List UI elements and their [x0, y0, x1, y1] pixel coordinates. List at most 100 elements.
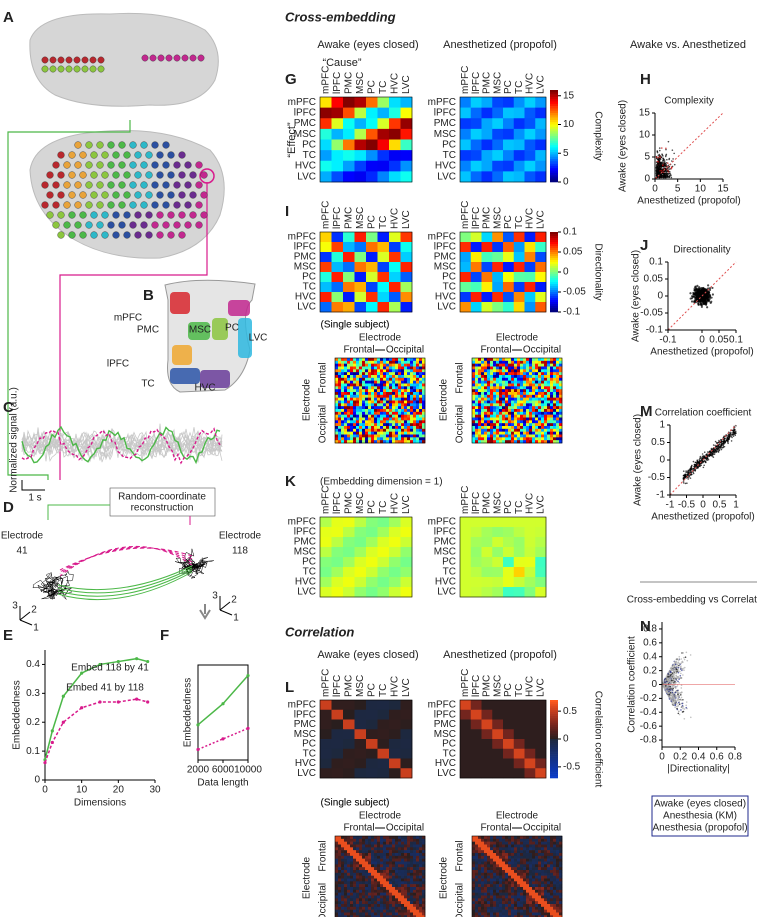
heatmap-cell — [478, 901, 482, 905]
heatmap-cell — [487, 878, 491, 882]
heatmap-cell — [344, 360, 348, 364]
heatmap-cell — [550, 440, 554, 444]
heatmap-cell — [472, 901, 476, 905]
heatmap-cell — [532, 440, 536, 444]
heatmap-cell — [470, 160, 482, 172]
heatmap-cell — [496, 400, 500, 404]
heatmap-cell — [374, 884, 378, 888]
heatmap-cell — [347, 881, 351, 885]
heatmap-cell — [398, 887, 402, 891]
row-label: PC — [302, 557, 316, 568]
heatmap-cell — [366, 719, 378, 730]
heatmap-cell — [374, 409, 378, 413]
heatmap-cell — [559, 397, 563, 401]
heatmap-cell — [398, 375, 402, 379]
heatmap-cell — [470, 97, 482, 108]
heatmap-cell — [374, 864, 378, 868]
heatmap-cell — [413, 915, 417, 917]
heatmap-cell — [524, 232, 536, 243]
heatmap-cell — [331, 700, 344, 711]
heatmap-cell — [416, 358, 420, 362]
colorbar-cell — [550, 254, 558, 257]
heatmap-cell — [410, 864, 414, 868]
heatmap-cell — [389, 557, 401, 568]
heatmap-cell — [354, 709, 367, 720]
heatmap-cell — [493, 437, 497, 441]
colorbar-cell — [550, 244, 558, 247]
heatmap-cell — [513, 758, 525, 769]
heatmap-cell — [478, 380, 482, 384]
heatmap-cell — [508, 858, 512, 862]
heatmap-cell — [481, 434, 485, 438]
heatmap-cell — [481, 841, 485, 845]
heatmap-cell — [541, 864, 545, 868]
electrode — [129, 221, 137, 229]
heatmap-cell — [407, 363, 411, 367]
heatmap-cell — [365, 440, 369, 444]
heatmap-cell — [532, 409, 536, 413]
heatmap-cell — [499, 375, 503, 379]
row-label: MSC — [434, 729, 456, 740]
heatmap-cell — [356, 420, 360, 424]
heatmap-cell — [356, 858, 360, 862]
heatmap-cell — [505, 870, 509, 874]
heatmap-cell — [350, 853, 354, 857]
row-label: TC — [303, 567, 316, 578]
heatmap-cell — [341, 360, 345, 364]
heatmap-cell — [511, 915, 515, 917]
heatmap-cell — [481, 411, 485, 415]
heatmap-cell — [514, 437, 518, 441]
electrode — [79, 171, 87, 179]
heatmap-cell — [481, 858, 485, 862]
heatmap-cell — [487, 909, 491, 913]
heatmap-cell — [514, 901, 518, 905]
heatmap-cell — [544, 889, 548, 893]
heatmap-cell — [475, 892, 479, 896]
down-arrow — [199, 604, 211, 620]
heatmap-cell — [371, 875, 375, 879]
colorbar-cell — [550, 260, 558, 263]
heatmap-cell — [502, 406, 506, 410]
electrode — [89, 56, 97, 64]
heatmap-cell — [362, 414, 366, 418]
heatmap-cell — [547, 864, 551, 868]
heatmap-cell — [389, 768, 401, 779]
heatmap-cell — [547, 406, 551, 410]
heatmap-cell — [407, 431, 411, 435]
heatmap-cell — [505, 889, 509, 893]
heatmap-cell — [356, 377, 360, 381]
heatmap-cell — [460, 700, 472, 711]
row-label: MSC — [434, 547, 456, 558]
heatmap-cell — [503, 719, 515, 730]
heatmap-cell — [493, 841, 497, 845]
heatmap-cell — [350, 858, 354, 862]
label: Electrode — [1, 531, 44, 542]
heatmap-cell — [523, 375, 527, 379]
heatmap-cell — [553, 884, 557, 888]
heatmap-cell — [484, 414, 488, 418]
heatmap-cell — [368, 858, 372, 862]
heatmap-cell — [517, 423, 521, 427]
heatmap-cell — [410, 358, 414, 362]
heatmap-cell — [354, 302, 367, 313]
heatmap-cell — [343, 252, 355, 263]
electrode — [101, 171, 109, 179]
colorbar-cell — [550, 754, 558, 757]
heatmap-cell — [508, 372, 512, 376]
heatmap-cell — [359, 406, 363, 410]
heatmap-cell — [520, 369, 524, 373]
colorbar-cell — [550, 300, 558, 303]
column-label: MSC — [492, 675, 503, 697]
heatmap-cell — [508, 431, 512, 435]
heatmap-cell — [386, 909, 390, 913]
heatmap-cell — [547, 431, 551, 435]
heatmap-cell — [529, 895, 533, 899]
heatmap-cell — [544, 417, 548, 421]
heatmap-cell — [395, 431, 399, 435]
heatmap-cell — [502, 844, 506, 848]
heatmap-cell — [484, 861, 488, 865]
heatmap-cell — [419, 428, 423, 432]
heatmap-cell — [490, 898, 494, 902]
heatmap-cell — [505, 440, 509, 444]
heatmap-cell — [371, 892, 375, 896]
